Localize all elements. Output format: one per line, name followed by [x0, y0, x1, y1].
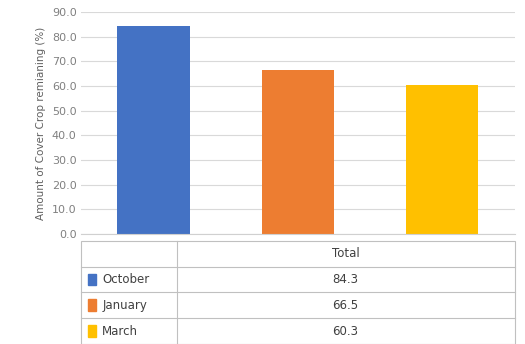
Text: 66.5: 66.5: [332, 299, 359, 312]
Y-axis label: Amount of Cover Crop remianing (%): Amount of Cover Crop remianing (%): [36, 26, 46, 219]
Text: October: October: [102, 273, 150, 286]
Text: Total: Total: [332, 247, 360, 260]
Text: January: January: [102, 299, 147, 312]
Bar: [406, 85, 478, 234]
Bar: [262, 70, 334, 234]
Bar: [88, 300, 96, 311]
Text: 60.3: 60.3: [332, 325, 359, 337]
Text: 84.3: 84.3: [332, 273, 359, 286]
Bar: [88, 325, 96, 337]
Text: March: March: [102, 325, 138, 337]
Bar: [88, 274, 96, 285]
Bar: [118, 26, 190, 234]
